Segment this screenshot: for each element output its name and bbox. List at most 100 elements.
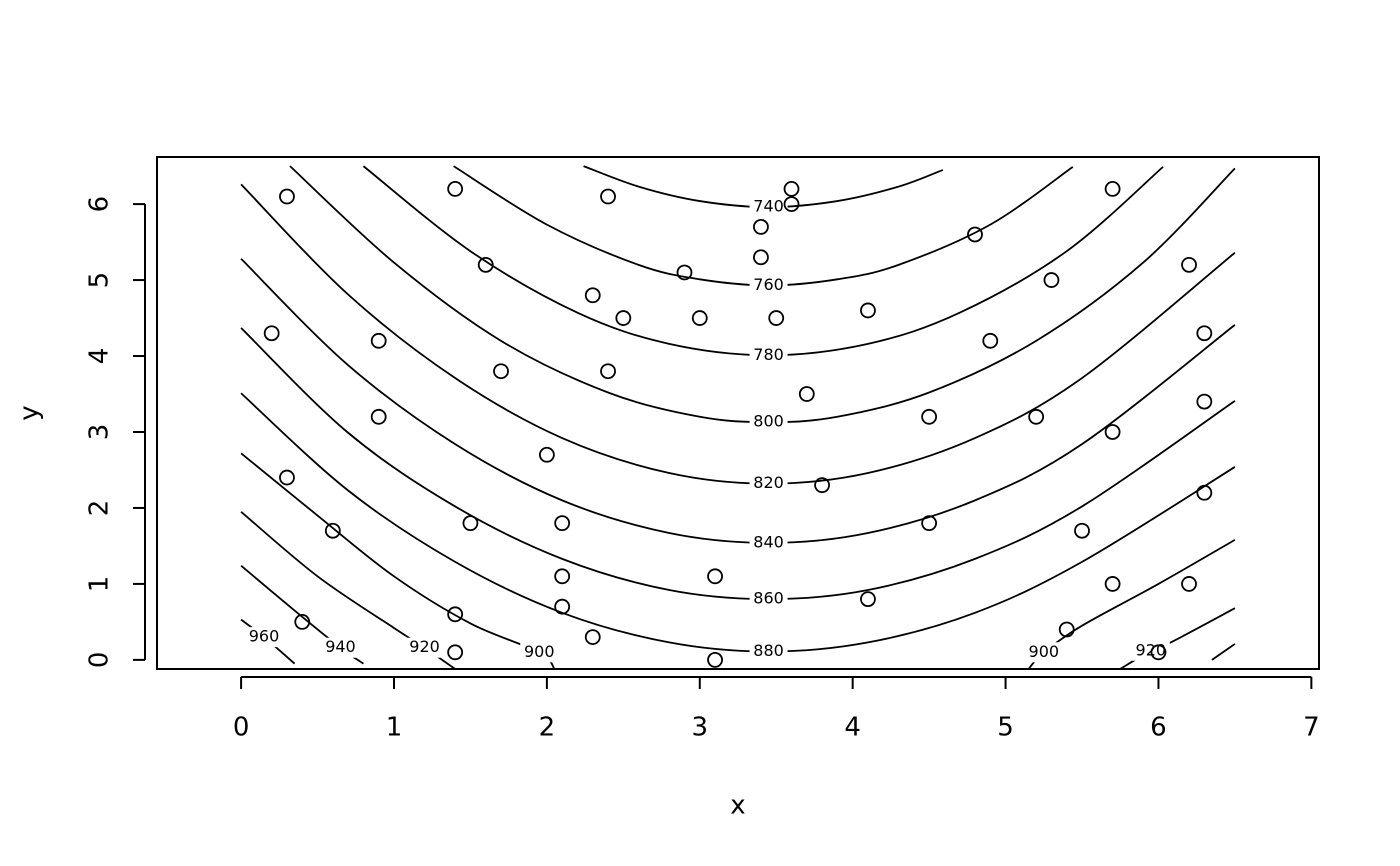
contour-label: 940 [325, 637, 356, 656]
data-point [1196, 484, 1213, 501]
data-point [707, 568, 723, 585]
x-tick-label: 1 [386, 713, 403, 743]
data-point [921, 408, 938, 425]
contour-line [240, 183, 1236, 485]
contour-label: 740 [753, 197, 784, 216]
contour-line [240, 258, 1236, 544]
data-point [814, 477, 830, 494]
y-tick-label: 0 [85, 652, 115, 669]
contour-label-bg [749, 412, 788, 433]
contour-label: 920 [409, 637, 440, 656]
data-point [1181, 256, 1197, 273]
data-point [768, 310, 785, 326]
data-point [600, 188, 616, 205]
data-point [279, 469, 295, 486]
data-point [538, 446, 555, 463]
contour-line [362, 165, 1164, 357]
data-point [982, 332, 999, 349]
x-tick-label: 6 [1150, 713, 1167, 743]
y-axis-label: y [15, 405, 45, 420]
contour-label: 860 [753, 589, 784, 608]
contour-label-bg [749, 275, 788, 296]
data-point [554, 598, 571, 615]
contour-line [240, 392, 1236, 653]
data-point [783, 196, 800, 212]
data-point [1104, 576, 1121, 592]
y-tick-label: 1 [85, 576, 115, 593]
x-tick-label: 2 [539, 713, 556, 743]
contour-label-bg [405, 637, 444, 658]
contour-label: 880 [753, 641, 784, 660]
data-point [1196, 325, 1213, 342]
data-point [921, 515, 938, 532]
contour-label: 840 [753, 532, 784, 551]
contour-line [240, 564, 1236, 665]
data-point [584, 287, 601, 304]
data-point [462, 515, 479, 532]
data-point [477, 256, 494, 273]
data-point [783, 181, 800, 197]
data-point [1196, 393, 1213, 410]
data-point [1150, 644, 1167, 661]
data-point [279, 188, 295, 205]
x-tick-label: 4 [844, 713, 861, 743]
data-point [691, 310, 708, 326]
contour-line [240, 511, 1236, 669]
data-point [967, 226, 983, 243]
data-point [600, 363, 616, 380]
data-point [554, 568, 571, 585]
x-tick-label: 3 [692, 713, 709, 743]
contour-label-bg [245, 627, 284, 648]
contour-label: 960 [249, 627, 280, 646]
contour-label: 800 [753, 412, 784, 431]
data-point [753, 218, 769, 235]
data-point [554, 515, 571, 532]
data-point [1104, 424, 1121, 440]
y-tick-label: 5 [85, 272, 115, 289]
data-point [324, 522, 341, 539]
y-tick-label: 6 [85, 196, 115, 213]
data-point [1043, 272, 1060, 288]
data-point [447, 181, 464, 197]
contour-label: 820 [753, 473, 784, 492]
contour-line [240, 327, 1236, 601]
contour-label: 780 [753, 345, 784, 364]
data-point [753, 249, 769, 266]
data-point [707, 651, 723, 668]
data-point [676, 264, 693, 281]
data-point [370, 332, 387, 349]
x-tick-label: 7 [1303, 713, 1320, 743]
data-point [860, 591, 876, 608]
contour-label: 920 [1136, 640, 1167, 659]
contour-label: 900 [524, 642, 555, 661]
x-axis-label: x [730, 791, 745, 821]
contour-label-bg [321, 637, 360, 658]
contour-label-bg [749, 589, 788, 610]
contour-label-bg [749, 641, 788, 662]
data-point [584, 629, 601, 645]
contour-label: 900 [1029, 642, 1060, 661]
contour-line [453, 165, 1074, 287]
data-point [1028, 408, 1045, 425]
x-tick-label: 5 [997, 713, 1014, 743]
contour-label: 760 [753, 275, 784, 294]
plot-box [156, 156, 1320, 670]
data-point [294, 614, 311, 630]
plot-area: 740 760 780 800 820 840 860 880 900 900 920 920 940 9… [240, 165, 1236, 669]
data-point [447, 644, 464, 661]
contour-label-bg [749, 473, 788, 494]
x-tick-label: 0 [233, 713, 250, 743]
data-point [798, 386, 815, 402]
data-point [1058, 621, 1075, 638]
contour-label-bg [749, 197, 788, 218]
data-point [263, 325, 280, 342]
y-tick-label: 4 [85, 348, 115, 365]
data-point [615, 310, 632, 326]
data-point [860, 302, 876, 319]
contour-label-bg [520, 642, 559, 663]
contour-line [240, 452, 1236, 669]
y-tick-label: 3 [85, 424, 115, 441]
y-tick-label: 2 [85, 500, 115, 517]
data-point [493, 363, 509, 380]
